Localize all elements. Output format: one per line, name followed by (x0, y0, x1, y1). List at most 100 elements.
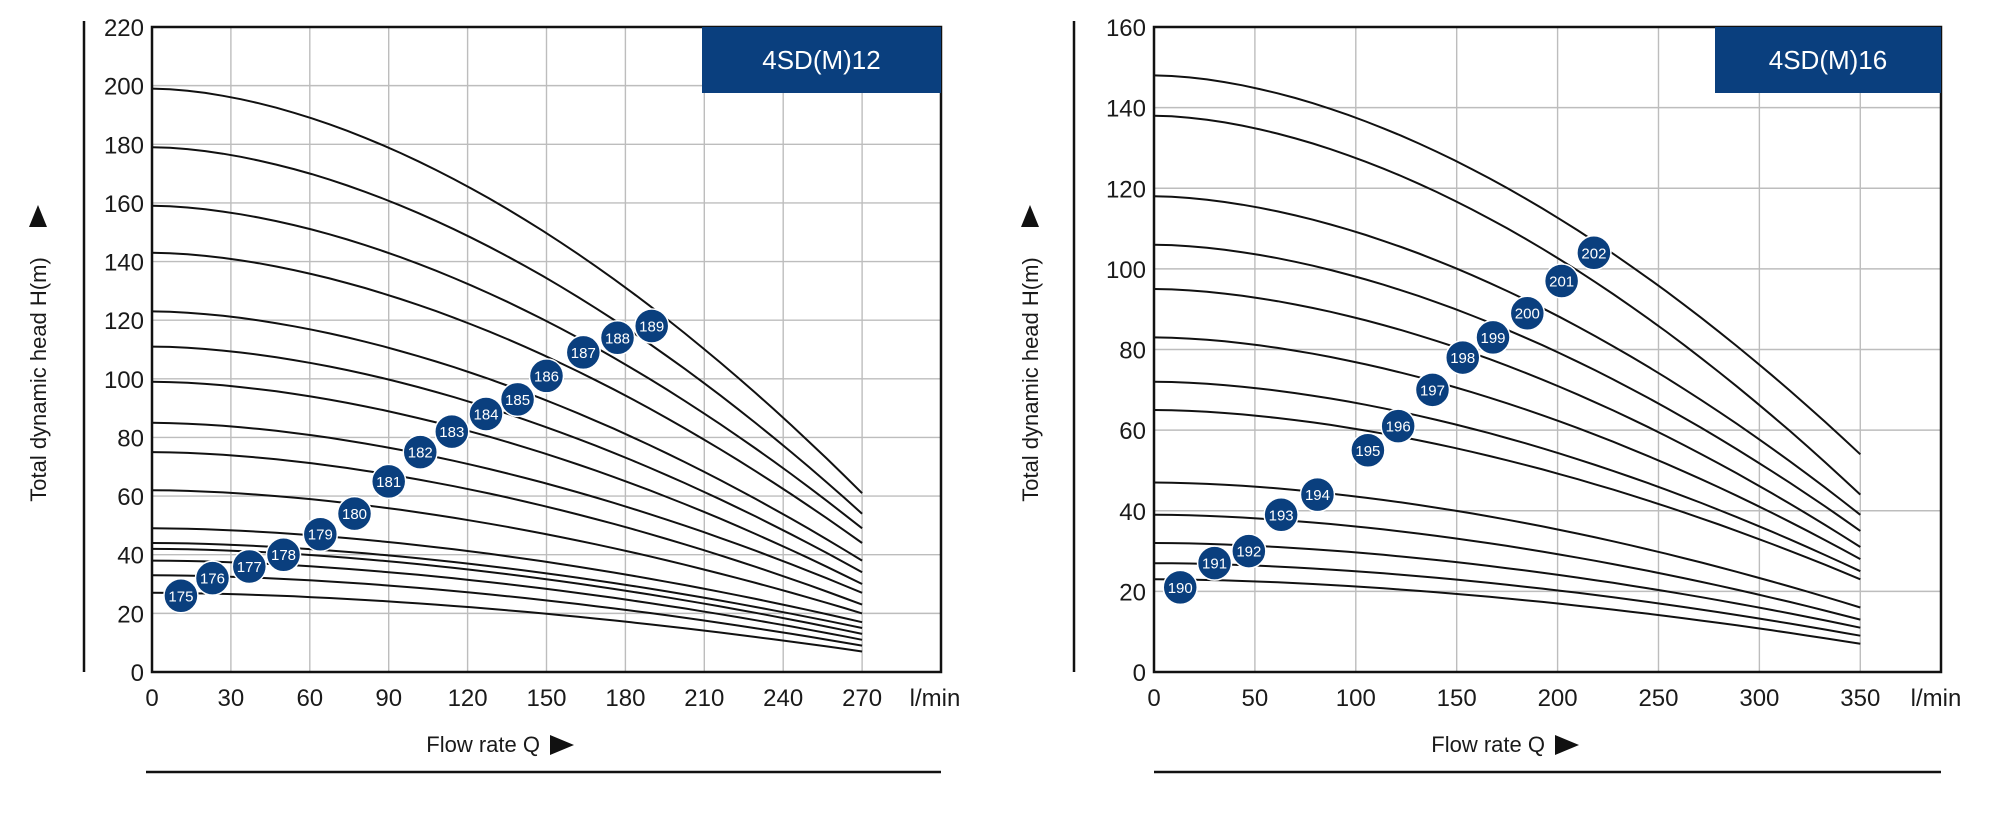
curve-marker (194, 560, 231, 596)
x-axis-label: Flow rate Q (1431, 732, 1545, 757)
curve-marker (633, 308, 670, 344)
y-tick-label: 0 (131, 660, 144, 687)
curve-marker (302, 516, 339, 552)
curve-marker (1543, 263, 1580, 299)
curve-marker-label: 186 (534, 368, 559, 385)
curve-marker (231, 548, 268, 585)
curve-marker-label: 198 (1450, 350, 1475, 367)
curve-marker-label: 178 (271, 547, 296, 564)
curve-marker (1576, 235, 1612, 271)
series-line (1153, 578, 1861, 645)
x-tick-label: 100 (1336, 685, 1376, 712)
chart-4sdm16: 0 20 40 60 80 100 120 140 160 0 50 100 150 200 250 300 3… (1018, 15, 1962, 774)
curve-marker-label: 200 (1515, 306, 1540, 323)
curve-marker-label: 189 (639, 319, 664, 336)
series-line (1153, 74, 1861, 456)
curve-marker-label: 202 (1581, 245, 1606, 262)
grid (151, 26, 941, 673)
y-tick-label: 100 (104, 367, 144, 394)
y-tick-label: 180 (104, 132, 144, 159)
series-line (151, 574, 863, 647)
series-line (151, 251, 863, 544)
series-line (1153, 380, 1861, 573)
x-tick-label: 0 (145, 685, 158, 712)
y-tick-label: 20 (1119, 579, 1146, 606)
y-tick-label: 100 (1106, 257, 1146, 284)
curve-marker-label: 175 (168, 588, 193, 605)
plot-frame (150, 25, 943, 674)
chart-4sdm12: 0 20 40 60 80 100 120 140 160 180 200 220 0 30 60 90 120… (26, 15, 961, 774)
y-tick-label: 200 (104, 74, 144, 101)
curve-marker-label: 184 (473, 407, 498, 424)
curve-marker-label: 192 (1236, 544, 1261, 561)
curve-marker-label: 199 (1480, 330, 1505, 347)
curve-marker (1414, 372, 1451, 408)
y-tick-label: 60 (117, 484, 144, 511)
curve-marker (163, 578, 199, 614)
title-badge (702, 27, 941, 93)
curve-marker (1475, 319, 1511, 356)
x-tick-label: 150 (526, 685, 566, 712)
series-line (151, 310, 863, 562)
title-badge (1715, 27, 1941, 93)
x-tick-label: 30 (218, 685, 245, 712)
chart-title: 4SD(M)12 (762, 45, 880, 75)
curve-marker-label: 183 (439, 424, 464, 441)
series-line (1153, 562, 1861, 637)
x-axis-label: Flow rate Q (426, 732, 540, 757)
curve-marker-label: 180 (342, 506, 367, 523)
curve-marker (1162, 569, 1198, 606)
chart-title: 4SD(M)16 (1769, 45, 1887, 75)
series-line (151, 451, 863, 606)
series-line (1153, 481, 1861, 609)
curve-marker-label: 179 (308, 527, 333, 544)
x-tick-label: 120 (448, 685, 488, 712)
y-axis-label: Total dynamic head H(m) (1018, 257, 1043, 502)
x-tick-label: 200 (1538, 685, 1578, 712)
y-tick-label: 20 (117, 601, 144, 628)
curve-marker (1380, 408, 1416, 444)
series-line (151, 380, 863, 585)
curve-marker (1299, 476, 1336, 513)
curve-marker-label: 196 (1386, 419, 1411, 436)
series-line (1153, 336, 1861, 560)
curve-marker (499, 381, 536, 418)
curve-marker-label: 194 (1305, 487, 1330, 504)
plot-frame (1152, 25, 1943, 674)
curve-marker-label: 182 (408, 445, 433, 462)
curve-marker (1263, 497, 1299, 533)
y-tick-label: 80 (117, 425, 144, 452)
x-unit-label: l/min (910, 685, 961, 712)
x-tick-label: 0 (1147, 685, 1160, 712)
y-tick-label: 160 (1106, 15, 1146, 42)
series-line (151, 527, 863, 624)
curve-marker-label: 185 (505, 392, 530, 409)
series-line (151, 489, 863, 615)
curve-marker-label: 197 (1420, 382, 1445, 399)
series-line (151, 591, 863, 653)
series-line (151, 204, 863, 530)
x-tick-label: 150 (1437, 685, 1477, 712)
y-tick-label: 120 (1106, 176, 1146, 203)
x-tick-label: 250 (1638, 685, 1678, 712)
curve-marker-label: 187 (571, 345, 596, 362)
x-unit-label: l/min (1911, 685, 1962, 712)
curve-marker (434, 413, 470, 450)
y-tick-label: 140 (1106, 96, 1146, 123)
y-axis-label: Total dynamic head H(m) (26, 257, 51, 502)
y-tick-label: 80 (1119, 338, 1146, 365)
curve-marker (370, 463, 407, 500)
x-tick-label: 50 (1242, 685, 1269, 712)
curve-marker (468, 396, 504, 432)
curve-marker (599, 320, 636, 356)
series-line (1153, 195, 1861, 516)
curve-marker (565, 334, 602, 371)
curve-marker-label: 188 (605, 330, 630, 347)
x-tick-label: 210 (684, 685, 724, 712)
series-line (151, 345, 863, 574)
curve-marker (1509, 295, 1546, 331)
x-tick-label: 300 (1739, 685, 1779, 712)
curve-marker (1444, 339, 1481, 376)
